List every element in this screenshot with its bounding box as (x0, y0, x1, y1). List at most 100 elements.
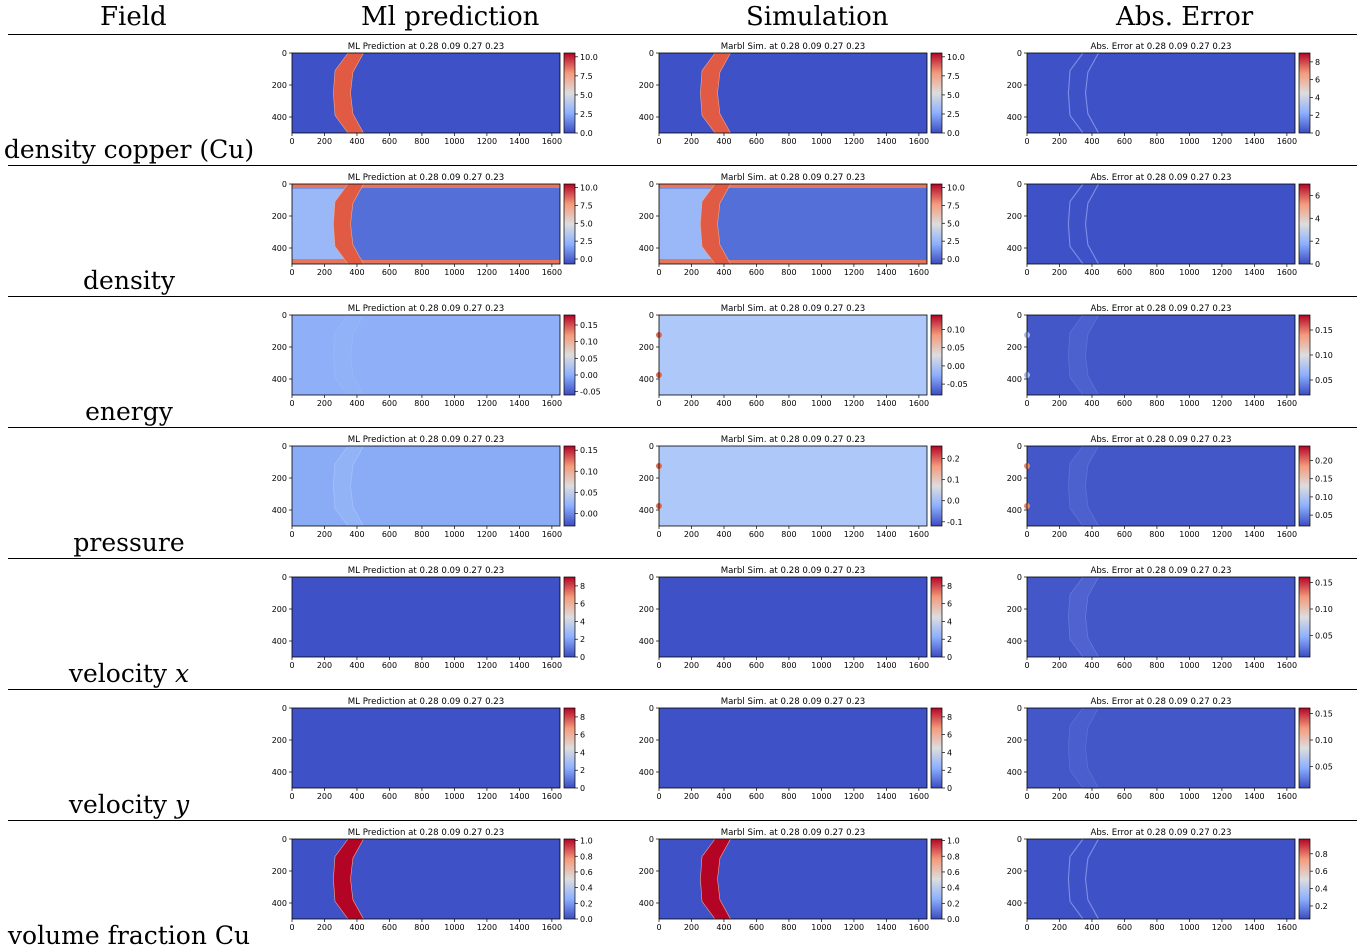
x-tick-label: 1600 (542, 792, 562, 801)
y-tick-label: 200 (272, 867, 287, 876)
x-tick-label: 0 (289, 399, 294, 408)
y-tick-label: 400 (272, 113, 287, 122)
header-abs-error: Abs. Error (1116, 2, 1254, 32)
field-background (659, 315, 927, 395)
field-background (1027, 53, 1295, 133)
sim-heatmap-panel: Marbl Sim. at 0.28 0.09 0.27 0.23 0 200 400… (639, 173, 965, 277)
y-tick-label: 400 (639, 899, 654, 908)
colorbar-tick-label: 7.5 (947, 201, 960, 210)
colorbar-tick-label: 5.0 (947, 219, 960, 228)
x-tick-label: 200 (1052, 530, 1067, 539)
colorbar-tick-label: 0 (1315, 260, 1320, 269)
x-tick-label: 1600 (542, 268, 562, 277)
y-tick-label: 0 (649, 49, 654, 58)
x-tick-label: 1000 (444, 530, 464, 539)
field-background (659, 839, 927, 919)
x-tick-label: 0 (1024, 399, 1029, 408)
colorbar-tick-label: 7.5 (580, 72, 593, 81)
x-tick-label: 800 (414, 399, 429, 408)
x-tick-label: 0 (656, 137, 661, 146)
colorbar-tick-label: 0.10 (947, 326, 965, 335)
y-tick-label: 400 (1007, 768, 1022, 777)
x-tick-label: 200 (317, 923, 332, 932)
x-tick-label: 1600 (1277, 661, 1297, 670)
colorbar-tick-label: -0.1 (947, 518, 963, 527)
y-tick-label: 200 (272, 474, 287, 483)
x-tick-label: 200 (684, 923, 699, 932)
y-tick-label: 200 (272, 212, 287, 221)
colorbar-tick-label: 0.00 (580, 509, 598, 518)
x-tick-label: 400 (1084, 530, 1099, 539)
x-tick-label: 1000 (1179, 792, 1199, 801)
x-tick-label: 600 (749, 661, 764, 670)
x-tick-label: 0 (656, 399, 661, 408)
colorbar (930, 445, 943, 527)
y-tick-label: 0 (1017, 49, 1022, 58)
x-tick-label: 1200 (477, 661, 497, 670)
x-tick-label: 800 (1149, 399, 1164, 408)
field-label-text: volume fraction Cu (7, 921, 251, 950)
colorbar (1298, 314, 1311, 396)
x-tick-label: 0 (1024, 923, 1029, 932)
field-label: energy (0, 397, 258, 426)
row-divider (8, 427, 1357, 428)
colorbar (563, 314, 576, 396)
x-tick-label: 400 (1084, 399, 1099, 408)
x-tick-label: 1000 (1179, 268, 1199, 277)
ml-heatmap-panel: ML Prediction at 0.28 0.09 0.27 0.23 0 200… (272, 304, 601, 408)
plot-frame (658, 707, 928, 789)
sim-heatmap-panel: Marbl Sim. at 0.28 0.09 0.27 0.23 0 200 400… (639, 435, 963, 539)
plot-frame (1026, 838, 1296, 920)
x-tick-label: 1600 (542, 923, 562, 932)
x-tick-label: 200 (1052, 923, 1067, 932)
x-tick-label: 1600 (1277, 399, 1297, 408)
x-tick-label: 1000 (811, 530, 831, 539)
y-tick-label: 400 (272, 244, 287, 253)
x-tick-label: 0 (289, 137, 294, 146)
colorbar-tick-label: 0.6 (947, 868, 960, 877)
colorbar-tick-label: 0.00 (580, 371, 598, 380)
colorbar-tick-label: 10.0 (580, 184, 598, 193)
x-tick-label: 1600 (1277, 268, 1297, 277)
panel-title: ML Prediction at 0.28 0.09 0.27 0.23 (348, 173, 504, 183)
field-label-text: density (83, 266, 175, 295)
y-tick-label: 200 (639, 867, 654, 876)
x-tick-label: 800 (414, 137, 429, 146)
colorbar-tick-label: 0.4 (947, 884, 960, 893)
x-tick-label: 1000 (811, 399, 831, 408)
err-heatmap-panel: Abs. Error at 0.28 0.09 0.27 0.23 0 200 400… (1007, 435, 1333, 539)
x-tick-label: 800 (414, 268, 429, 277)
x-tick-label: 200 (684, 792, 699, 801)
x-tick-label: 1600 (909, 137, 929, 146)
y-tick-label: 400 (1007, 113, 1022, 122)
colorbar-tick-label: 2 (1315, 111, 1320, 120)
row-divider (8, 558, 1357, 559)
colorbar-tick-label: 0 (580, 784, 585, 793)
field-label: velocity x (0, 659, 258, 688)
x-tick-label: 1400 (1244, 923, 1264, 932)
x-tick-label: 400 (349, 137, 364, 146)
colorbar-tick-label: 0.8 (1315, 850, 1328, 859)
x-tick-label: 200 (317, 399, 332, 408)
x-tick-label: 1600 (542, 530, 562, 539)
x-tick-label: 800 (1149, 792, 1164, 801)
x-tick-label: 1200 (1212, 399, 1232, 408)
x-tick-label: 1000 (1179, 661, 1199, 670)
x-tick-label: 400 (349, 792, 364, 801)
x-tick-label: 1200 (477, 399, 497, 408)
colorbar-tick-label: 0.2 (580, 899, 593, 908)
field-background (1027, 446, 1295, 526)
panel-title: Abs. Error at 0.28 0.09 0.27 0.23 (1090, 173, 1231, 183)
panel-title: Abs. Error at 0.28 0.09 0.27 0.23 (1090, 304, 1231, 314)
x-tick-label: 600 (1117, 923, 1132, 932)
panel-title: Marbl Sim. at 0.28 0.09 0.27 0.23 (721, 304, 866, 314)
y-tick-label: 200 (639, 736, 654, 745)
colorbar-tick-label: 5.0 (580, 219, 593, 228)
field-label: velocity y (0, 790, 258, 819)
ml-heatmap-panel: ML Prediction at 0.28 0.09 0.27 0.23 0 200… (272, 42, 598, 146)
field-label-text: velocity (68, 659, 175, 688)
x-tick-label: 200 (684, 268, 699, 277)
x-tick-label: 400 (349, 268, 364, 277)
x-tick-label: 1200 (1212, 792, 1232, 801)
x-tick-label: 0 (289, 923, 294, 932)
